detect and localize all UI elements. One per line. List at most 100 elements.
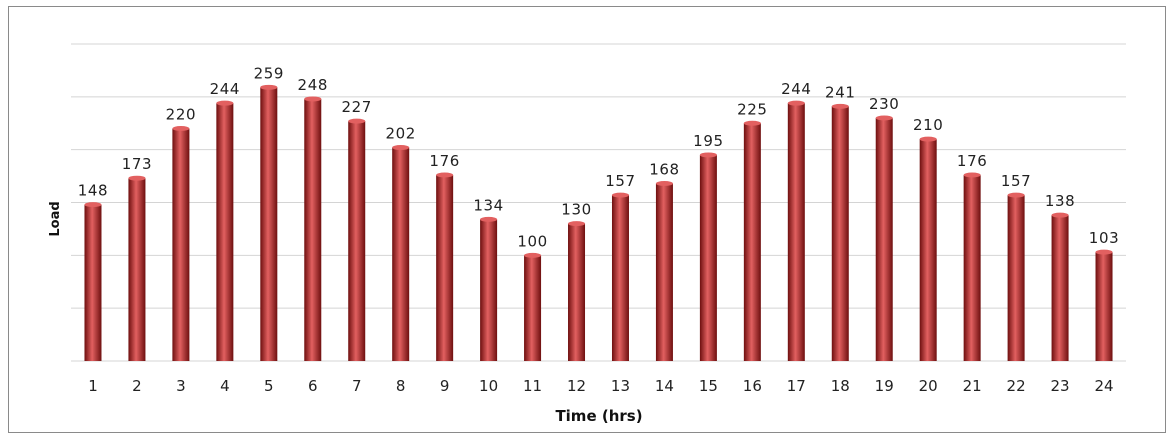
x-tick-label-16: 16: [743, 377, 762, 395]
bar-12: [568, 223, 586, 361]
bar-cap-2: [128, 175, 146, 181]
bar-cap-14: [655, 180, 673, 186]
x-tick-label-14: 14: [655, 377, 674, 395]
bar-cap-23: [1051, 212, 1069, 218]
data-label-16: 225: [737, 100, 767, 118]
bar-4: [216, 103, 234, 361]
x-tick-label-10: 10: [479, 377, 498, 395]
x-tick-label-22: 22: [1007, 377, 1026, 395]
bar-21: [963, 175, 981, 361]
bar-cap-13: [611, 192, 629, 198]
y-axis-title: Load: [48, 201, 63, 236]
bar-8: [392, 147, 410, 361]
bar-3: [172, 128, 190, 361]
bar-cap-6: [304, 96, 322, 102]
data-label-21: 176: [957, 152, 987, 170]
bar-cap-3: [172, 126, 190, 132]
data-label-17: 244: [781, 80, 811, 98]
data-label-23: 138: [1045, 192, 1075, 210]
bar-10: [480, 219, 498, 361]
data-label-19: 230: [869, 95, 899, 113]
bar-7: [348, 121, 366, 362]
x-tick-label-7: 7: [352, 377, 362, 395]
data-label-12: 130: [561, 201, 591, 219]
data-label-3: 220: [166, 106, 196, 124]
data-label-22: 157: [1001, 172, 1031, 190]
bar-22: [1007, 195, 1025, 361]
bar-18: [831, 106, 849, 362]
x-tick-label-8: 8: [396, 377, 406, 395]
data-label-24: 103: [1089, 229, 1119, 247]
data-label-4: 244: [210, 80, 240, 98]
chart-frame: 148 173 220 244 259 248 227 202 176 134 100 130 157 1…: [8, 6, 1166, 433]
bar-cap-21: [963, 172, 981, 178]
data-label-11: 100: [517, 232, 547, 250]
x-tick-label-18: 18: [831, 377, 850, 395]
bar-cap-16: [743, 120, 761, 126]
bar-cap-20: [919, 136, 937, 142]
data-label-5: 259: [254, 64, 284, 82]
x-tick-labels: 1 2 3 4 5 6 7 8 9 10 11 12 13 14 15 16 17 18 19 20 21 22 23 24: [88, 377, 1113, 395]
bar-cap-19: [875, 115, 893, 121]
data-label-8: 202: [385, 125, 415, 143]
data-label-6: 248: [298, 76, 328, 94]
bar-cap-1: [84, 202, 102, 208]
data-label-7: 227: [342, 98, 372, 116]
bar-1: [84, 204, 102, 361]
bar-15: [699, 154, 717, 361]
data-label-9: 176: [429, 152, 459, 170]
x-tick-label-2: 2: [132, 377, 142, 395]
bar-2: [128, 178, 146, 361]
bar-20: [919, 139, 937, 361]
data-label-2: 173: [122, 155, 152, 173]
bar-14: [655, 183, 673, 361]
bar-24: [1095, 252, 1113, 361]
bar-cap-17: [787, 100, 805, 106]
bar-cap-12: [568, 221, 586, 227]
data-labels: 148 173 220 244 259 248 227 202 176 134 100 130 157 1…: [78, 64, 1119, 250]
bar-9: [436, 175, 454, 361]
bar-cap-4: [216, 100, 234, 106]
bar-cap-15: [699, 152, 717, 158]
x-tick-label-9: 9: [440, 377, 450, 395]
x-tick-label-5: 5: [264, 377, 274, 395]
bar-cap-10: [480, 216, 498, 222]
bar-cap-8: [392, 145, 410, 151]
bar-6: [304, 98, 322, 362]
bar-cap-5: [260, 84, 278, 90]
bar-23: [1051, 215, 1069, 361]
data-label-14: 168: [649, 160, 679, 178]
x-tick-label-1: 1: [88, 377, 98, 395]
bar-cap-22: [1007, 192, 1025, 198]
x-tick-label-11: 11: [523, 377, 542, 395]
x-tick-label-17: 17: [787, 377, 806, 395]
data-label-1: 148: [78, 182, 108, 200]
bar-13: [611, 195, 629, 361]
x-tick-label-13: 13: [611, 377, 630, 395]
data-label-18: 241: [825, 83, 855, 101]
x-tick-label-23: 23: [1051, 377, 1070, 395]
data-label-20: 210: [913, 116, 943, 134]
bar-19: [875, 117, 893, 361]
bar-chart: 1481732202442592482272021761341001301571…: [48, 43, 1126, 425]
bar-16: [743, 123, 761, 361]
x-axis-title: Time (hrs): [555, 407, 642, 425]
x-tick-label-12: 12: [567, 377, 586, 395]
x-tick-label-3: 3: [176, 377, 186, 395]
x-tick-label-20: 20: [919, 377, 938, 395]
data-label-15: 195: [693, 132, 723, 150]
bar-11: [524, 255, 542, 361]
gridlines: [71, 43, 1126, 362]
bar-cap-24: [1095, 249, 1113, 255]
x-tick-label-6: 6: [308, 377, 318, 395]
x-tick-label-4: 4: [220, 377, 230, 395]
bar-cap-18: [831, 103, 849, 109]
x-tick-label-19: 19: [875, 377, 894, 395]
bar-cap-7: [348, 118, 366, 124]
x-tick-label-21: 21: [963, 377, 982, 395]
x-tick-label-24: 24: [1094, 377, 1113, 395]
bar-5: [260, 87, 278, 361]
data-label-13: 157: [605, 172, 635, 190]
bars: [84, 84, 1113, 362]
bar-cap-11: [524, 252, 542, 258]
